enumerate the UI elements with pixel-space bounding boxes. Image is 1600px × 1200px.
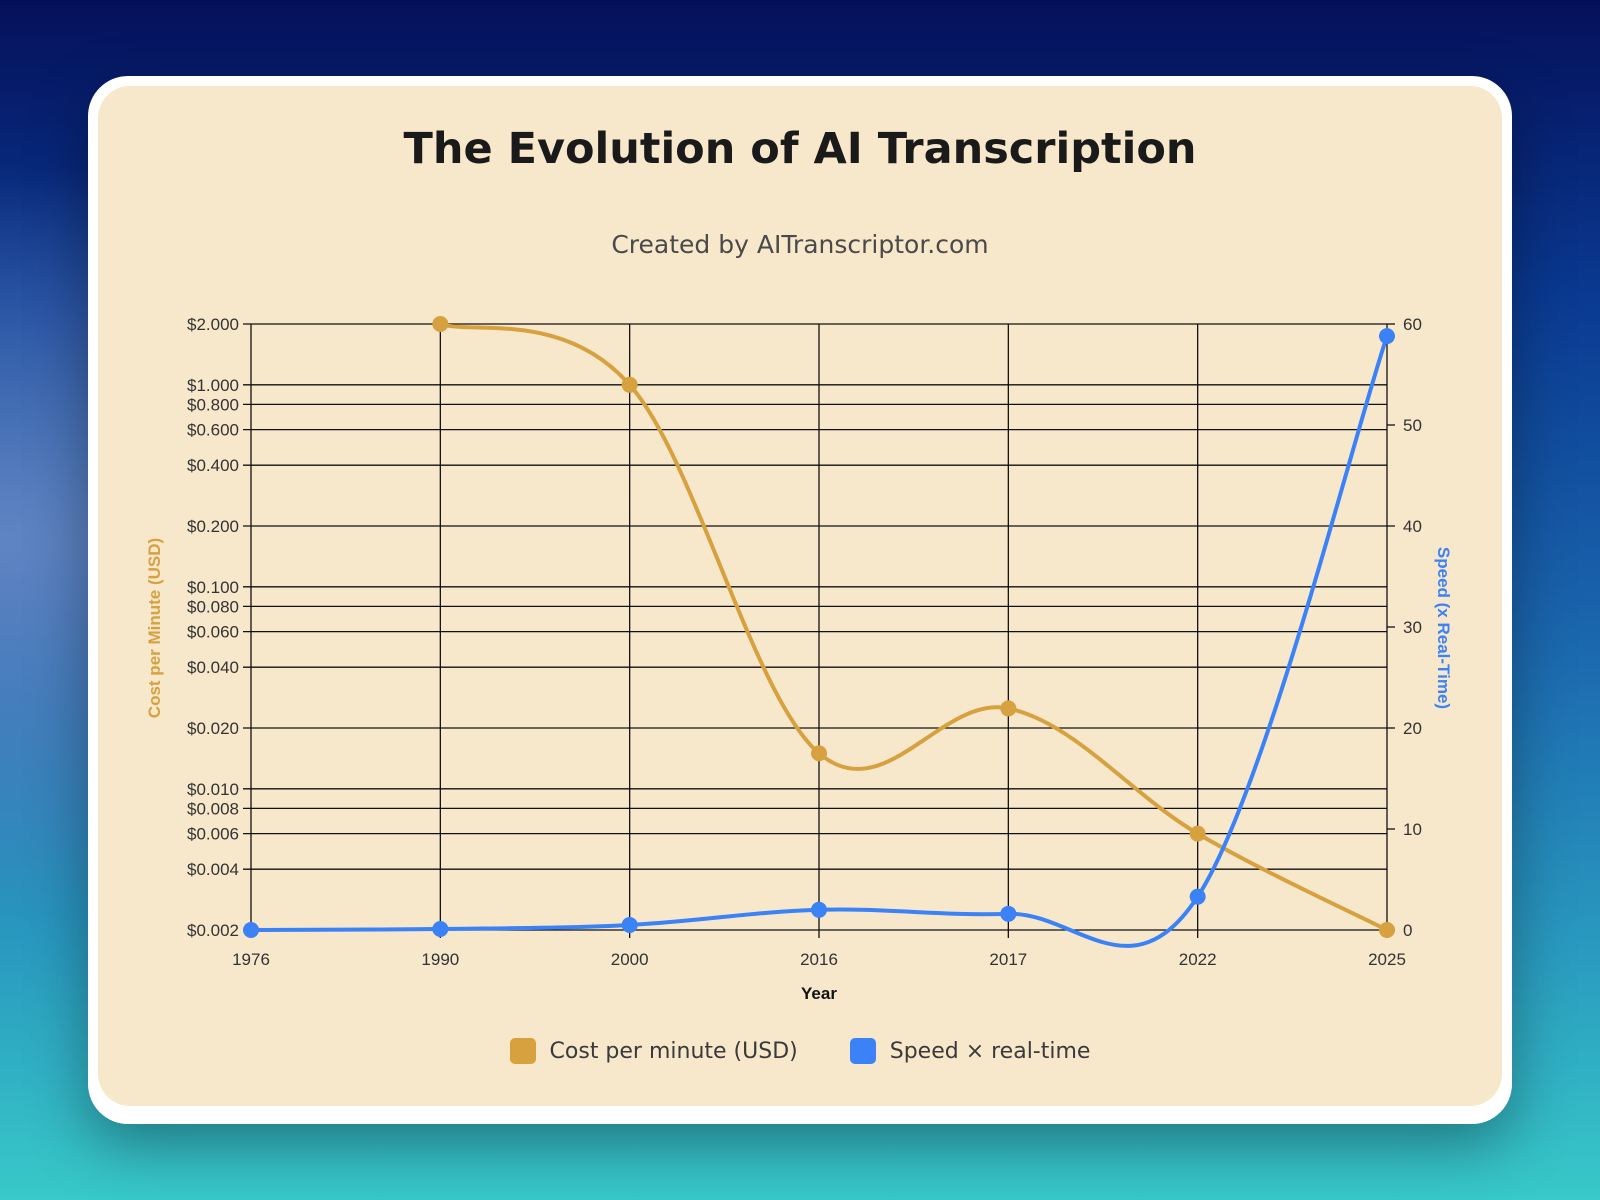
y-left-tick-label: $0.006 [187, 825, 239, 844]
data-point-cost [1189, 825, 1206, 842]
y-left-tick-label: $0.060 [187, 623, 239, 642]
y-axis-right-title: Speed (x Real-Time) [1434, 547, 1453, 709]
y-left-tick-label: $0.200 [187, 517, 239, 536]
x-tick-label: 2017 [989, 950, 1027, 969]
y-left-tick-label: $0.004 [187, 860, 239, 879]
legend-item-cost[interactable]: Cost per minute (USD) [509, 1038, 798, 1064]
y-left-tick-label: $2.000 [187, 315, 239, 334]
legend-label-speed: Speed × real-time [889, 1038, 1091, 1064]
x-tick-label: 1976 [232, 950, 270, 969]
chart-legend: Cost per minute (USD) Speed × real-time [98, 1038, 1502, 1064]
y-right-tick-label: 20 [1403, 719, 1422, 738]
data-point-cost [1379, 922, 1395, 938]
x-tick-label: 1990 [421, 950, 459, 969]
y-left-tick-label: $0.020 [187, 719, 239, 738]
y-left-tick-label: $1.000 [187, 376, 239, 395]
y-right-tick-label: 60 [1403, 315, 1422, 334]
data-point-speed [621, 916, 638, 933]
x-tick-label: 2000 [611, 950, 649, 969]
data-point-cost [432, 316, 449, 332]
x-axis-title: Year [801, 984, 837, 1003]
y-right-tick-label: 0 [1403, 921, 1412, 940]
y-axis-left-title: Cost per Minute (USD) [145, 538, 164, 718]
y-right-tick-label: 10 [1403, 820, 1422, 839]
series-layer [243, 316, 1395, 948]
x-tick-label: 2016 [800, 950, 838, 969]
x-tick-label: 2025 [1368, 950, 1406, 969]
data-point-speed [1379, 328, 1395, 345]
data-point-speed [243, 922, 259, 938]
chart-subtitle: Created by AITranscriptor.com [611, 230, 989, 259]
legend-item-speed[interactable]: Speed × real-time [849, 1038, 1091, 1064]
data-point-speed [811, 901, 827, 918]
data-point-speed [432, 920, 449, 937]
axis-layer: $0.002 $0.004 $0.006 $0.008$0.010 $0.020 $0.0… [187, 315, 1422, 969]
data-point-cost [1000, 700, 1017, 717]
legend-label-cost: Cost per minute (USD) [549, 1038, 798, 1064]
data-point-speed [1000, 905, 1017, 922]
y-left-tick-label: $0.010 [187, 780, 239, 799]
y-right-tick-label: 30 [1403, 618, 1422, 637]
chart-card [98, 86, 1502, 1106]
legend-swatch-cost [509, 1038, 536, 1064]
series-line-speed [249, 334, 1389, 948]
data-point-cost [621, 376, 638, 393]
y-right-tick-label: 50 [1403, 416, 1422, 435]
series-line-cost [438, 322, 1389, 932]
y-left-tick-label: $0.040 [187, 658, 239, 677]
y-left-tick-label: $0.080 [187, 597, 239, 616]
y-right-tick-label: 40 [1403, 517, 1422, 536]
data-point-speed [1189, 888, 1206, 905]
y-left-tick-label: $0.800 [187, 395, 239, 414]
y-left-tick-label: $0.400 [187, 456, 239, 475]
data-point-cost [811, 745, 827, 762]
chart-title: The Evolution of AI Transcription [403, 124, 1197, 174]
y-left-tick-label: $0.002 [187, 921, 239, 940]
y-left-tick-label: $0.100 [187, 578, 239, 597]
grid-layer [243, 323, 1388, 938]
y-left-tick-label: $0.600 [187, 421, 239, 440]
legend-swatch-speed [849, 1038, 876, 1064]
x-tick-label: 2022 [1179, 950, 1217, 969]
y-left-tick-label: $0.008 [187, 799, 239, 818]
